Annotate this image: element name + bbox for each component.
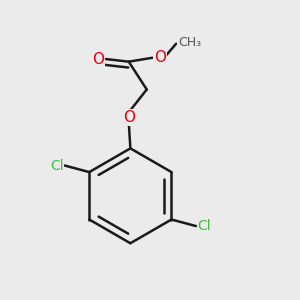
Text: Cl: Cl: [197, 219, 211, 233]
Text: O: O: [123, 110, 135, 125]
Text: CH₃: CH₃: [178, 35, 201, 49]
Text: Cl: Cl: [50, 158, 63, 172]
Text: O: O: [92, 52, 104, 67]
Text: O: O: [154, 50, 166, 65]
